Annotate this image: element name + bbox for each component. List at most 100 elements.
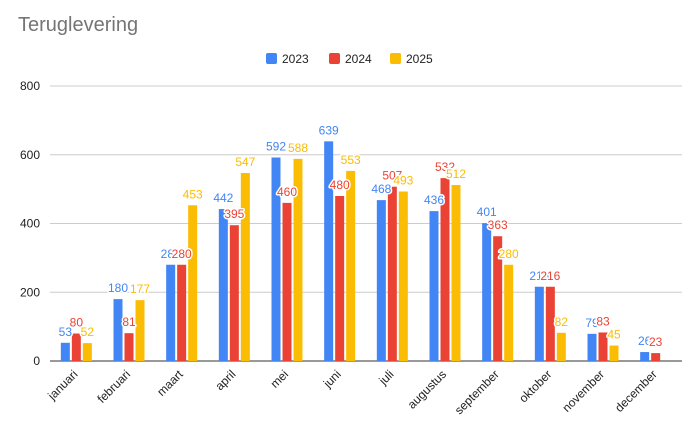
data-label-2025-oktober: 82 — [555, 315, 569, 329]
bar-2024-maart — [177, 264, 187, 361]
bar-2023-juni — [324, 141, 334, 361]
data-label-2024-december: 23 — [649, 335, 663, 349]
data-label-2023-april: 442 — [213, 191, 233, 205]
bar-2023-oktober — [534, 286, 544, 361]
bar-2025-november — [609, 345, 619, 361]
bar-2025-augustus — [451, 185, 461, 361]
data-label-2025-maart: 453 — [183, 187, 203, 201]
x-tick-label: april — [213, 367, 239, 393]
x-tick-label: oktober — [516, 367, 554, 405]
grid-lines — [50, 85, 682, 362]
data-label-2025-november: 45 — [607, 328, 621, 342]
bar-2024-november — [598, 332, 608, 361]
bar-2024-april — [229, 225, 239, 361]
legend-item-2023[interactable]: 2023 — [266, 52, 309, 66]
bar-2024-juni — [335, 196, 345, 361]
data-label-2025-april: 547 — [235, 155, 255, 169]
bar-2024-oktober — [545, 286, 555, 361]
data-label-2024-februari: 81 — [122, 315, 136, 329]
legend: 2023 2024 2025 — [266, 52, 433, 66]
data-label-2023-december: 26 — [638, 334, 652, 348]
chart-title: Teruglevering — [18, 14, 139, 36]
legend-label: 2025 — [406, 52, 433, 66]
legend-label: 2023 — [282, 52, 309, 66]
data-label-2023-juni: 639 — [319, 123, 339, 137]
bar-2025-februari — [135, 300, 145, 361]
data-label-2023-september: 401 — [477, 205, 497, 219]
data-label-2023-augustus: 436 — [424, 193, 444, 207]
x-tick-label: maart — [154, 367, 186, 399]
data-label-2025-september: 280 — [499, 247, 519, 261]
data-label-2024-mei: 460 — [277, 185, 297, 199]
data-label-2023-mei: 592 — [266, 140, 286, 154]
bar-2023-september — [482, 223, 492, 361]
bar-2025-september — [504, 264, 514, 361]
x-tick-label: november — [559, 367, 607, 415]
x-tick-label: februari — [94, 367, 133, 406]
data-label-2024-september: 363 — [488, 218, 508, 232]
data-label-2023-januari: 53 — [59, 325, 73, 339]
bar-2024-december — [651, 353, 661, 361]
data-label-2025-januari: 52 — [81, 325, 95, 339]
data-label-2025-augustus: 512 — [446, 167, 466, 181]
bar-2023-april — [218, 209, 228, 361]
bar-2023-mei — [271, 157, 281, 361]
bar-2025-januari — [82, 343, 92, 361]
data-label-2024-januari: 80 — [70, 316, 84, 330]
data-label-2025-februari: 177 — [130, 282, 150, 296]
data-label-2024-augustus: 532 — [435, 160, 455, 174]
bar-2025-juli — [398, 191, 408, 361]
x-tick-label: september — [452, 367, 502, 417]
x-tick-label: december — [612, 367, 660, 415]
bar-2023-januari — [60, 342, 70, 361]
x-tick-label: juli — [375, 367, 396, 388]
x-axis-ticks: januari februari maart april mei juni juli augu… — [44, 367, 659, 417]
bar-2024-februari — [124, 333, 134, 361]
legend-item-2025[interactable]: 2025 — [390, 52, 433, 66]
bar-2024-juli — [387, 186, 397, 361]
data-label-2024-juli: 507 — [382, 169, 402, 183]
bar-2023-juli — [376, 200, 386, 361]
legend-item-2024[interactable]: 2024 — [329, 52, 372, 66]
data-label-2023-oktober: 216 — [529, 269, 549, 283]
bar-2024-mei — [282, 202, 292, 361]
y-tick-label: 400 — [20, 217, 40, 231]
legend-swatch — [390, 53, 401, 64]
y-tick-label: 200 — [20, 285, 40, 299]
legend-label: 2024 — [345, 52, 372, 66]
data-label-2023-november: 79 — [585, 316, 599, 330]
bar-2023-augustus — [429, 211, 439, 361]
y-axis-ticks: 0 200 400 600 800 — [20, 79, 40, 368]
bar-2024-augustus — [440, 178, 450, 361]
bar-2024-januari — [71, 333, 81, 361]
bar-2023-december — [640, 352, 650, 361]
y-tick-label: 0 — [33, 354, 40, 368]
data-label-2024-juni: 480 — [330, 178, 350, 192]
data-label-2025-juli: 493 — [393, 174, 413, 188]
x-tick-label: januari — [44, 367, 80, 403]
legend-swatch — [266, 53, 277, 64]
bars — [60, 141, 661, 361]
legend-swatch — [329, 53, 340, 64]
bar-2023-november — [587, 333, 597, 361]
data-label-2023-maart: 280 — [161, 247, 181, 261]
bar-2023-februari — [113, 299, 123, 361]
data-label-2024-oktober: 216 — [540, 269, 560, 283]
data-label-2024-april: 395 — [224, 207, 244, 221]
data-label-2023-februari: 180 — [108, 281, 128, 295]
bar-2023-maart — [166, 264, 176, 361]
data-label-2025-juni: 553 — [341, 153, 361, 167]
bar-2025-oktober — [556, 332, 566, 361]
data-label-2024-november: 83 — [596, 314, 610, 328]
bar-2025-juni — [346, 170, 356, 361]
bar-2025-mei — [293, 158, 303, 361]
bar-2025-april — [240, 172, 250, 361]
data-label-2025-mei: 588 — [288, 141, 308, 155]
data-label-2023-juli: 468 — [371, 182, 391, 196]
data-label-2024-maart: 280 — [172, 247, 192, 261]
y-tick-label: 600 — [20, 148, 40, 162]
x-tick-label: mei — [268, 367, 292, 391]
y-tick-label: 800 — [20, 79, 40, 93]
bar-2025-maart — [188, 205, 198, 361]
